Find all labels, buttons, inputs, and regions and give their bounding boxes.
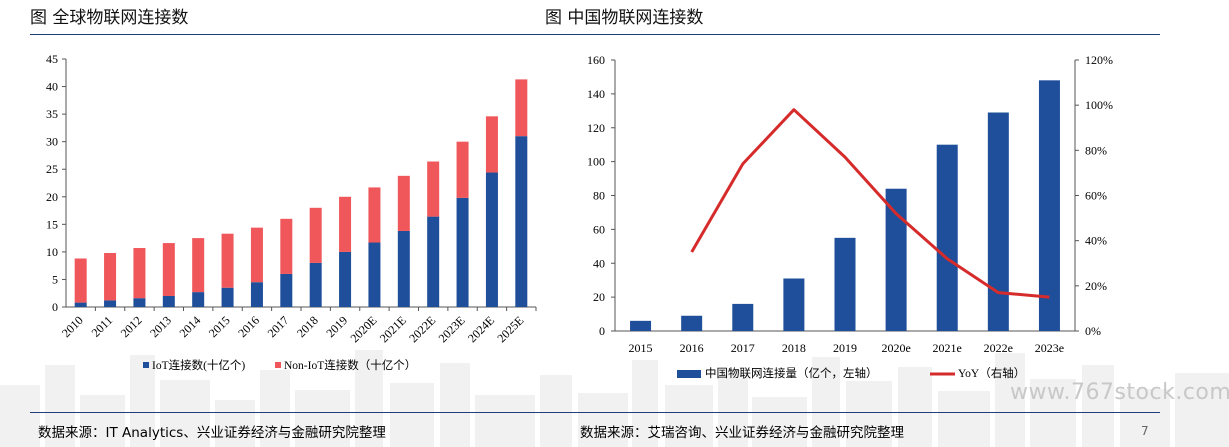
yoy-line bbox=[690, 108, 1050, 299]
right-y-tick-label: 0 bbox=[599, 324, 605, 338]
iot-bar-segment bbox=[74, 302, 87, 307]
non-iot-bar-segment bbox=[368, 187, 381, 243]
right-x-tick-label: 2017 bbox=[731, 341, 755, 355]
iot-bar-segment bbox=[192, 292, 205, 307]
iot-bar-segment bbox=[133, 298, 146, 307]
legend-yoy-label: YoY（右轴） bbox=[958, 366, 1025, 380]
non-iot-bar-segment bbox=[309, 207, 322, 263]
iot-bar-segment bbox=[515, 136, 528, 307]
right-y-tick-label: 80 bbox=[593, 189, 605, 203]
china-connection-bar bbox=[630, 320, 652, 331]
right-y-tick-label: 100 bbox=[587, 155, 605, 169]
iot-bar-segment bbox=[427, 216, 440, 307]
iot-bar-segment bbox=[221, 287, 234, 307]
non-iot-bar-segment bbox=[162, 243, 175, 296]
iot-bar-segment bbox=[309, 262, 322, 307]
left-y-tick-label: 40 bbox=[46, 80, 58, 94]
left-figure-title: 图 全球物联网连接数 bbox=[30, 8, 189, 28]
non-iot-bar-segment bbox=[104, 252, 117, 301]
right-y-tick-label: 140 bbox=[587, 87, 605, 101]
left-y-tick-label: 30 bbox=[46, 135, 58, 149]
right-y-tick-label: 20 bbox=[593, 290, 605, 304]
legend-china-bar-label: 中国物联网连接量（亿个，左轴） bbox=[705, 366, 878, 380]
china-connection-bar bbox=[1038, 80, 1060, 331]
china-connection-bar bbox=[936, 144, 958, 331]
left-y-tick-label: 10 bbox=[46, 245, 58, 259]
right-y-tick-label: 120 bbox=[587, 121, 605, 135]
iot-bar-segment bbox=[104, 300, 117, 307]
non-iot-bar-segment bbox=[339, 196, 352, 252]
right-y-tick-label: 40 bbox=[593, 256, 605, 270]
page-number: 7 bbox=[1141, 424, 1149, 438]
left-y-tick-label: 5 bbox=[52, 272, 58, 286]
bottom-rule bbox=[30, 412, 1160, 413]
non-iot-bar-segment bbox=[515, 79, 528, 137]
iot-bar-segment bbox=[485, 172, 498, 307]
non-iot-bar-segment bbox=[397, 175, 410, 231]
iot-bar-segment bbox=[250, 282, 263, 307]
china-iot-chart: 0 20 40 60 80 100 120 140 160 0% 20% 40% 60% 80% 100% 1… bbox=[587, 53, 1113, 380]
non-iot-bar-segment bbox=[192, 238, 205, 293]
non-iot-bar-segment bbox=[485, 116, 498, 173]
china-connection-bar bbox=[681, 315, 703, 331]
watermark-text: www.767stock.com bbox=[1010, 380, 1229, 405]
right-y2-tick-label: 120% bbox=[1085, 53, 1113, 67]
right-x-tick-label: 2018 bbox=[782, 341, 806, 355]
right-x-tick-label: 2021e bbox=[933, 341, 962, 355]
legend-iot-label: IoT连接数(十亿个) bbox=[152, 358, 245, 372]
left-y-tick-label: 35 bbox=[46, 107, 58, 121]
iot-bar-segment bbox=[162, 295, 175, 307]
right-source-note: 数据来源：艾瑞咨询、兴业证券经济与金融研究院整理 bbox=[580, 425, 904, 441]
right-y-tick-label: 160 bbox=[587, 53, 605, 67]
left-y-tick-label: 45 bbox=[46, 52, 58, 66]
iot-bar-segment bbox=[339, 251, 352, 307]
right-y2-tick-label: 80% bbox=[1085, 143, 1107, 157]
non-iot-bar-segment bbox=[456, 141, 469, 198]
iot-bar-segment bbox=[280, 273, 293, 307]
right-x-tick-label: 2020e bbox=[881, 341, 910, 355]
legend-non-iot-label: Non-IoT连接数（十亿个） bbox=[284, 358, 416, 372]
left-y-tick-label: 25 bbox=[46, 162, 58, 176]
left-y-tick-label: 15 bbox=[46, 217, 58, 231]
left-source-note: 数据来源：IT Analytics、兴业证券经济与金融研究院整理 bbox=[38, 425, 386, 441]
right-y2-tick-label: 60% bbox=[1085, 189, 1107, 203]
china-connection-bar bbox=[987, 112, 1009, 331]
iot-bar-segment bbox=[456, 197, 469, 307]
right-y2-tick-label: 0% bbox=[1085, 324, 1101, 338]
right-y2-tick-label: 100% bbox=[1085, 98, 1113, 112]
legend-china-bar-swatch bbox=[677, 370, 701, 378]
right-x-tick-label: 2022e bbox=[984, 341, 1013, 355]
right-x-tick-label: 2016 bbox=[680, 341, 704, 355]
left-y-tick-label: 20 bbox=[46, 190, 58, 204]
right-x-tick-label: 2015 bbox=[629, 341, 653, 355]
right-y-tick-label: 60 bbox=[593, 222, 605, 236]
right-figure-title: 图 中国物联网连接数 bbox=[545, 8, 704, 28]
china-connection-bar bbox=[732, 303, 754, 331]
iot-bar-segment bbox=[397, 230, 410, 307]
china-connection-bar bbox=[834, 237, 856, 331]
non-iot-bar-segment bbox=[133, 248, 146, 299]
right-x-tick-label: 2023e bbox=[1035, 341, 1064, 355]
left-y-tick-label: 0 bbox=[52, 300, 58, 314]
legend-iot-swatch bbox=[143, 362, 149, 368]
non-iot-bar-segment bbox=[427, 161, 440, 217]
right-y2-tick-label: 40% bbox=[1085, 234, 1107, 248]
non-iot-bar-segment bbox=[221, 233, 234, 288]
china-connection-bar bbox=[885, 188, 907, 331]
skyline-background bbox=[0, 350, 1229, 447]
top-rule bbox=[30, 34, 1160, 35]
non-iot-bar-segment bbox=[280, 218, 293, 274]
right-y2-tick-label: 20% bbox=[1085, 279, 1107, 293]
right-x-tick-label: 2019 bbox=[833, 341, 857, 355]
china-connection-bar bbox=[783, 278, 805, 331]
non-iot-bar-segment bbox=[250, 227, 263, 283]
iot-bar-segment bbox=[368, 242, 381, 307]
legend-non-iot-swatch bbox=[275, 362, 281, 368]
non-iot-bar-segment bbox=[74, 258, 87, 303]
